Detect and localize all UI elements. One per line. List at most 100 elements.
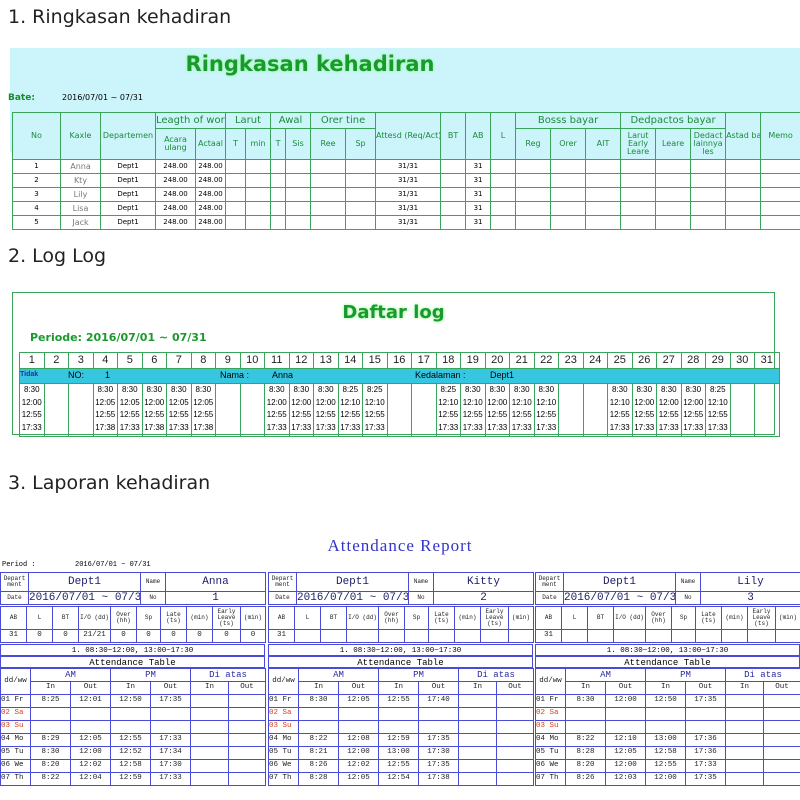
stats-label: I/O (dd) — [613, 606, 646, 630]
stats-value — [775, 629, 800, 643]
day-header: dd/ww — [268, 668, 299, 695]
time — [725, 694, 764, 708]
label: Name — [408, 572, 434, 592]
day-number: 17 — [411, 352, 437, 369]
no: 1 — [165, 591, 266, 605]
time: 8:30 — [30, 746, 71, 760]
time — [338, 720, 379, 734]
time — [190, 720, 229, 734]
summary-table: No Kaxle Departemen Leagth of work Larut Awal… — [12, 112, 800, 230]
time — [70, 707, 111, 721]
stats-label: Sp — [136, 606, 161, 630]
cell — [550, 159, 587, 174]
day-row: 1 2 3 4 5 6 7 8 9 10 11 12 13 14 15 16 17 18 19 20 21 22 23 24 2… — [19, 352, 780, 369]
log-time: 12:55 — [144, 410, 165, 419]
stats-value — [508, 629, 534, 643]
group-header: AM — [30, 668, 111, 682]
day-row: 03 Su — [0, 720, 266, 734]
out-header: Out — [228, 681, 266, 695]
report-title: Attendance Report — [327, 536, 473, 555]
stats-label: L — [294, 606, 321, 630]
time: 12:03 — [605, 772, 646, 786]
cell — [225, 173, 247, 188]
time — [763, 733, 800, 747]
time — [496, 733, 534, 747]
time — [228, 772, 266, 786]
employee-info: Depart ment Dept1 Name Anna Date 2016/07/01 ~… — [0, 572, 266, 605]
log-time: 8:30 — [268, 385, 285, 394]
stats-label: BT — [320, 606, 347, 630]
cell — [345, 173, 377, 188]
log-time: 8:30 — [293, 385, 310, 394]
out-header: Out — [70, 681, 111, 695]
log-time: 12:55 — [462, 410, 483, 419]
cell: Lily — [60, 187, 101, 202]
group-header: PM — [645, 668, 726, 682]
header-row: dd/ww AM PM Di atas — [0, 668, 266, 695]
day-row: 07 Th 8:28 12:05 12:54 17:38 — [268, 772, 534, 786]
header-row: dd/ww AM PM Di atas — [535, 668, 800, 695]
day-number: 23 — [558, 352, 584, 369]
day: 07 Th — [535, 772, 566, 786]
cell — [440, 173, 467, 188]
time — [605, 720, 646, 734]
stats-label: (min) — [240, 606, 266, 630]
log-time: 12:55 — [634, 410, 655, 419]
stats-label: Early Leave (ts) — [480, 606, 509, 630]
column-header: L — [490, 112, 517, 160]
day-row: 01 Fr 8:25 12:01 12:50 17:35 — [0, 694, 266, 708]
out-header: Out — [418, 681, 459, 695]
cell — [585, 159, 622, 174]
log-time: 17:38 — [193, 422, 214, 432]
time — [725, 707, 764, 721]
time: 8:21 — [298, 746, 339, 760]
info-row: Date 2016/07/01 ~ 07/31 No 3 — [535, 591, 800, 605]
column-header: Sp — [345, 128, 377, 160]
shift: 1. 08:30~12:00, 13:00~17:30 — [268, 644, 533, 656]
cell — [285, 201, 312, 216]
stats-value: 21/21 — [78, 629, 111, 643]
cell: 248.00 — [155, 159, 196, 174]
cell — [620, 201, 657, 216]
log-cell: 8:25 12:10 12:55 17:33 — [362, 383, 388, 437]
cell — [725, 201, 762, 216]
info-row: Date 2016/07/01 ~ 07/31 No 2 — [268, 591, 534, 605]
info-text: 1 — [105, 370, 111, 380]
cell — [760, 187, 800, 202]
stats-value — [454, 629, 481, 643]
day-row: 03 Su — [535, 720, 800, 734]
column-header: T — [225, 128, 247, 160]
in-header: In — [378, 681, 419, 695]
time — [228, 733, 266, 747]
stats-values: 31 — [535, 629, 800, 643]
summary-stats: AB L BT I/O (dd) Over (hh) Sp Late (ts) (min) Ea… — [535, 606, 800, 643]
stats-label: Over (hh) — [645, 606, 672, 630]
cell — [285, 159, 312, 174]
group-header: Dedpactos bayar — [620, 112, 727, 129]
group-header: Di atas — [458, 668, 534, 682]
period-label: Period : — [2, 561, 36, 569]
log-time: 12:55 — [266, 410, 287, 419]
info-text: Nama : — [220, 370, 250, 380]
column-header: T — [270, 128, 287, 160]
log-time: 12:00 — [315, 397, 336, 407]
time: 17:35 — [685, 772, 726, 786]
in-header: In — [725, 681, 764, 695]
period: 2016/07/01 ~ 07/31 — [75, 561, 151, 569]
time — [228, 707, 266, 721]
cell — [655, 215, 692, 230]
stats-label: (min) — [721, 606, 748, 630]
cell — [550, 215, 587, 230]
cell: Dept1 — [100, 173, 156, 188]
cell — [585, 215, 622, 230]
stats-value: 0 — [160, 629, 187, 643]
info-text: NO: — [68, 370, 85, 380]
log-cell: 8:30 12:00 12:55 17:33 — [19, 383, 45, 437]
log-time: 8:30 — [97, 385, 114, 394]
cell: 31/31 — [375, 215, 442, 230]
cell: Anna — [60, 159, 101, 174]
time — [30, 707, 71, 721]
log-time: 8:30 — [660, 385, 677, 394]
in-header: In — [110, 681, 151, 695]
cell — [655, 201, 692, 216]
